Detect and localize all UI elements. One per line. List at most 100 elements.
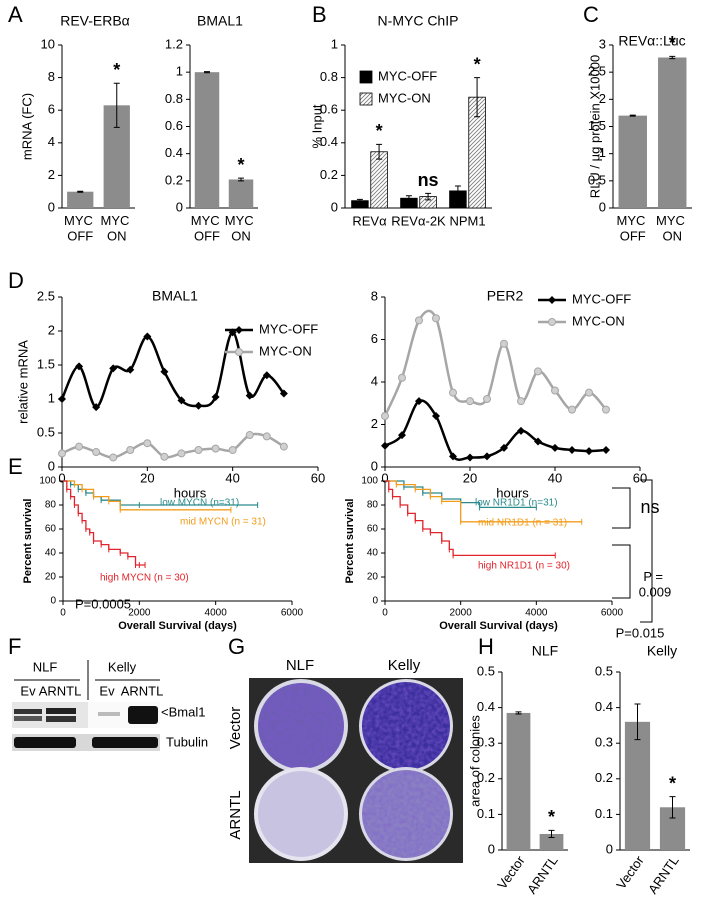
panel-letter: H bbox=[478, 634, 494, 659]
error-bar bbox=[629, 114, 636, 117]
marker bbox=[143, 332, 152, 341]
x-tick-label: MYC ON bbox=[101, 213, 134, 244]
x-tick-label: 2000 bbox=[450, 608, 473, 619]
colony-plates: NLF Kelly Vector ARNTL bbox=[227, 657, 463, 863]
chart-title: REV-ERBα bbox=[60, 13, 130, 29]
y-tick-label: 0.3 bbox=[477, 735, 495, 750]
y-tick-label: 1.2 bbox=[165, 36, 183, 51]
plate-texture bbox=[258, 683, 344, 769]
blot-band bbox=[46, 716, 76, 722]
x-tick-label: 40 bbox=[225, 470, 239, 485]
bar bbox=[658, 57, 687, 208]
series-label: low NR1D1 (n=31) bbox=[475, 498, 558, 509]
y-tick-label: 2.5 bbox=[588, 64, 606, 79]
marker bbox=[228, 446, 237, 454]
error-bar bbox=[669, 796, 676, 819]
y-tick-label: 4 bbox=[48, 134, 55, 149]
x-tick-label: 40 bbox=[548, 470, 562, 485]
x-tick-label: 6000 bbox=[601, 608, 624, 619]
y-tick-label: 0 bbox=[331, 199, 338, 214]
y-tick-label: 6 bbox=[48, 102, 55, 117]
y-tick-label: 0.2 bbox=[477, 770, 495, 785]
plate-texture bbox=[362, 682, 450, 770]
marker bbox=[245, 431, 254, 440]
marker bbox=[75, 362, 84, 371]
annotation-text: ns bbox=[640, 497, 659, 517]
plate-column: NLF bbox=[286, 657, 314, 674]
marker bbox=[194, 446, 203, 454]
marker bbox=[177, 449, 186, 458]
x-tick-label: 6000 bbox=[281, 608, 304, 619]
panel-letter: E bbox=[8, 454, 23, 479]
y-tick-label: 80 bbox=[45, 500, 57, 511]
blot-band bbox=[14, 716, 42, 721]
marker bbox=[262, 371, 271, 380]
plate-row: Vector bbox=[227, 707, 244, 750]
error-bar bbox=[669, 55, 676, 60]
y-tick-label: 0.6 bbox=[320, 102, 338, 117]
y-tick-label: 1.5 bbox=[588, 118, 606, 133]
y-tick-label: 20 bbox=[367, 572, 379, 583]
blot-group: NLF bbox=[33, 659, 58, 674]
legend-label: MYC-OFF bbox=[259, 321, 318, 336]
y-tick-label: 1.5 bbox=[37, 356, 55, 371]
marker bbox=[398, 373, 406, 382]
marker bbox=[415, 397, 423, 406]
blot-group: Kelly bbox=[108, 659, 137, 674]
legend-swatch bbox=[359, 70, 373, 84]
x-tick-label: REVα bbox=[352, 213, 387, 228]
y-tick-label: 0 bbox=[176, 199, 183, 214]
x-tick-label: MYC ON bbox=[225, 213, 258, 244]
y-tick-label: 1 bbox=[48, 390, 55, 405]
y-tick-label: 1 bbox=[331, 36, 338, 51]
x-axis-label: hours bbox=[496, 485, 529, 500]
marker bbox=[415, 316, 423, 325]
marker bbox=[432, 314, 440, 323]
error-bar bbox=[425, 192, 432, 201]
blot-label: <Bmal1 bbox=[161, 704, 205, 719]
series-label: high MYCN (n = 30) bbox=[100, 573, 189, 584]
panel-letter: G bbox=[228, 634, 245, 659]
error-bar bbox=[238, 177, 244, 182]
marker bbox=[92, 448, 101, 457]
y-tick-label: 0.5 bbox=[37, 424, 55, 439]
marker bbox=[126, 446, 135, 454]
marker bbox=[58, 395, 66, 403]
marker bbox=[279, 389, 288, 398]
marker bbox=[160, 452, 169, 461]
marker bbox=[109, 364, 118, 373]
y-tick-label: 1 bbox=[599, 145, 606, 160]
bar bbox=[228, 179, 254, 208]
marker bbox=[211, 444, 220, 453]
y-tick-label: 2 bbox=[599, 91, 606, 106]
chart-title: N-MYC ChIP bbox=[378, 13, 459, 29]
marker bbox=[126, 365, 135, 374]
y-tick-label: 20 bbox=[45, 572, 57, 583]
marker bbox=[483, 452, 491, 461]
y-tick-label: 0.1 bbox=[477, 806, 495, 821]
x-tick-label: 0 bbox=[382, 608, 388, 619]
y-tick-label: 0.5 bbox=[588, 172, 606, 187]
y-tick-label: 0.1 bbox=[595, 806, 613, 821]
blot-lane: Ev bbox=[20, 683, 36, 698]
y-tick-label: 0 bbox=[50, 596, 56, 607]
y-axis-label: relative mRNA bbox=[15, 340, 30, 424]
y-tick-label: 0.2 bbox=[165, 172, 183, 187]
y-tick-label: 0.2 bbox=[320, 167, 338, 182]
annotation: ns bbox=[418, 170, 439, 190]
y-tick-label: 0.2 bbox=[595, 770, 613, 785]
plate-stain bbox=[258, 771, 344, 857]
marker bbox=[568, 405, 576, 414]
marker bbox=[585, 388, 593, 397]
marker bbox=[548, 296, 556, 304]
legend-label: MYC-OFF bbox=[572, 291, 631, 306]
marker bbox=[75, 442, 84, 451]
y-tick-label: 0 bbox=[599, 199, 606, 214]
y-tick-label: 100 bbox=[39, 476, 56, 487]
panel-letter: A bbox=[8, 2, 23, 27]
bar bbox=[539, 833, 564, 850]
significance-bracket bbox=[612, 479, 653, 623]
error-bar bbox=[474, 77, 481, 118]
x-tick-label: MYC ON bbox=[656, 213, 689, 244]
x-axis-label: hours bbox=[174, 485, 207, 500]
